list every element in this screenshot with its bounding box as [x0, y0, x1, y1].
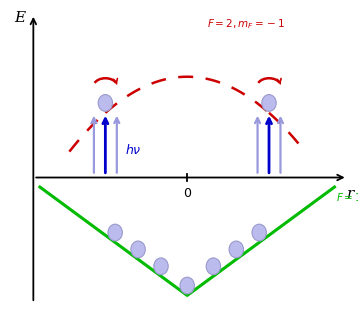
Text: E: E — [14, 11, 25, 25]
Circle shape — [108, 224, 122, 241]
Text: $F=2,m_F=-1$: $F=2,m_F=-1$ — [207, 17, 285, 31]
Circle shape — [154, 258, 168, 275]
Circle shape — [206, 258, 221, 275]
Circle shape — [252, 224, 266, 241]
Circle shape — [98, 94, 112, 111]
Text: $h\nu$: $h\nu$ — [125, 143, 141, 157]
Circle shape — [180, 277, 194, 294]
Circle shape — [262, 94, 276, 111]
Text: $F=1,m_F=-1$: $F=1,m_F=-1$ — [336, 191, 358, 205]
Circle shape — [229, 241, 243, 258]
Text: r: r — [347, 187, 354, 201]
Text: 0: 0 — [183, 187, 191, 200]
Circle shape — [131, 241, 145, 258]
